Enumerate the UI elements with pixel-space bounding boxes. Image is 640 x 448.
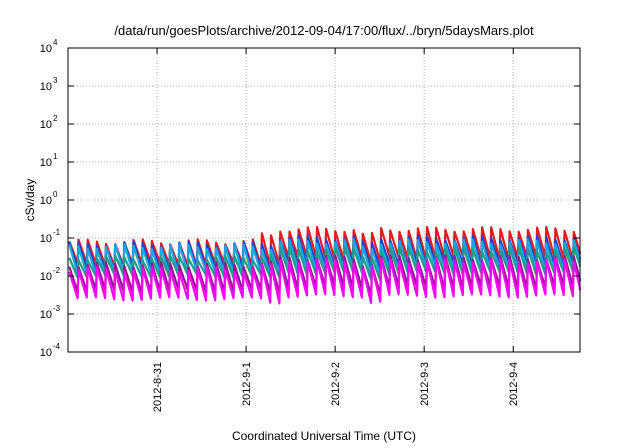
x-tick-label: 2012-9-2: [330, 362, 342, 406]
y-tick-label: 10: [40, 347, 52, 359]
y-tick-label: 10: [40, 119, 52, 131]
grid: [68, 48, 580, 352]
y-tick-label: 10: [40, 81, 52, 93]
y-tick-exponent: 0: [53, 190, 58, 199]
x-tick-label: 2012-8-31: [152, 362, 164, 412]
y-tick-exponent: 2: [53, 114, 58, 123]
x-axis-label: Coordinated Universal Time (UTC): [232, 429, 416, 443]
y-tick-exponent: -1: [53, 228, 61, 237]
y-tick-exponent: -2: [53, 266, 61, 275]
y-tick-exponent: 4: [53, 38, 58, 47]
x-tick-label: 2012-9-3: [419, 362, 431, 406]
y-tick-label: 10: [40, 43, 52, 55]
y-tick-label: 10: [40, 195, 52, 207]
y-tick-label: 10: [40, 157, 52, 169]
x-tick-label: 2012-9-1: [241, 362, 253, 406]
y-tick-exponent: 1: [53, 152, 58, 161]
y-tick-exponent: -3: [53, 304, 61, 313]
x-axis: 2012-8-31 2012-9-1 2012-9-2 2012-9-3 2012-9-…: [152, 48, 520, 412]
series-magenta-line: [68, 257, 582, 305]
y-tick-label: 10: [40, 309, 52, 321]
y-tick-exponent: -4: [53, 342, 61, 351]
series-layer: [68, 225, 582, 305]
chart-title: /data/run/goesPlots/archive/2012-09-04/1…: [114, 23, 534, 38]
y-tick-label: 10: [40, 233, 52, 245]
y-tick-label: 10: [40, 271, 52, 283]
y-axis-label: cSv/day: [23, 179, 37, 222]
x-tick-label: 2012-9-4: [508, 362, 520, 406]
y-tick-exponent: 3: [53, 76, 58, 85]
